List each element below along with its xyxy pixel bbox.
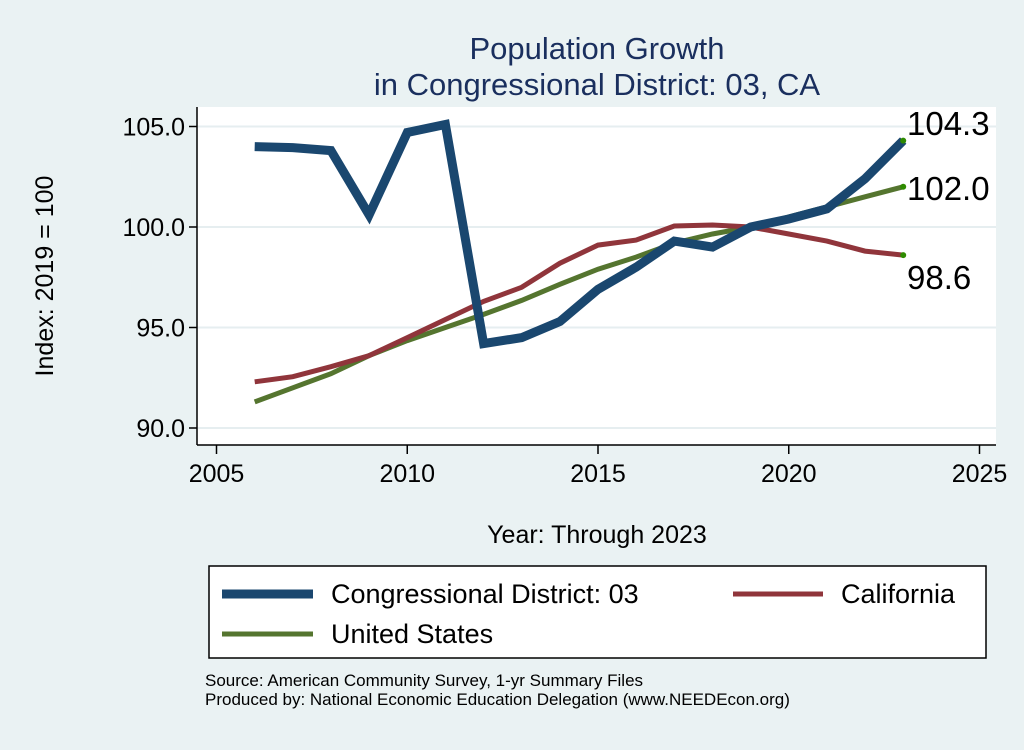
chart-title-line-1: Population Growth xyxy=(469,31,724,66)
x-tick-label: 2020 xyxy=(761,460,817,488)
x-tick-label: 2025 xyxy=(952,460,1008,488)
series-end-point xyxy=(900,183,907,190)
y-tick-label: 90.0 xyxy=(136,415,185,443)
series-line-california xyxy=(254,222,904,385)
legend-label: United States xyxy=(331,619,493,649)
source-note-line: Produced by: National Economic Education… xyxy=(205,690,790,709)
end-value-label: 104.3 xyxy=(907,105,990,142)
legend-label: Congressional District: 03 xyxy=(331,579,639,609)
series-end-point xyxy=(900,252,907,259)
y-tick-label: 105.0 xyxy=(122,114,185,142)
end-value-label: 98.6 xyxy=(907,259,971,296)
x-axis-title: Year: Through 2023 xyxy=(487,521,707,549)
legend-box xyxy=(208,565,987,659)
end-value-label: 102.0 xyxy=(907,170,990,207)
x-tick-label: 2005 xyxy=(189,460,245,488)
legend-label: California xyxy=(841,579,956,609)
plot-area xyxy=(197,107,996,445)
source-note-line: Source: American Community Survey, 1-yr … xyxy=(205,671,643,690)
series-end-point xyxy=(900,137,907,144)
y-tick-label: 100.0 xyxy=(122,214,185,242)
chart-title-line-2: in Congressional District: 03, CA xyxy=(374,67,821,102)
y-axis-title: Index: 2019 = 100 xyxy=(31,176,59,377)
x-tick-label: 2015 xyxy=(570,460,626,488)
series-line-congressional-district-03 xyxy=(254,119,907,349)
y-tick-label: 95.0 xyxy=(136,315,185,343)
x-tick-label: 2010 xyxy=(379,460,435,488)
